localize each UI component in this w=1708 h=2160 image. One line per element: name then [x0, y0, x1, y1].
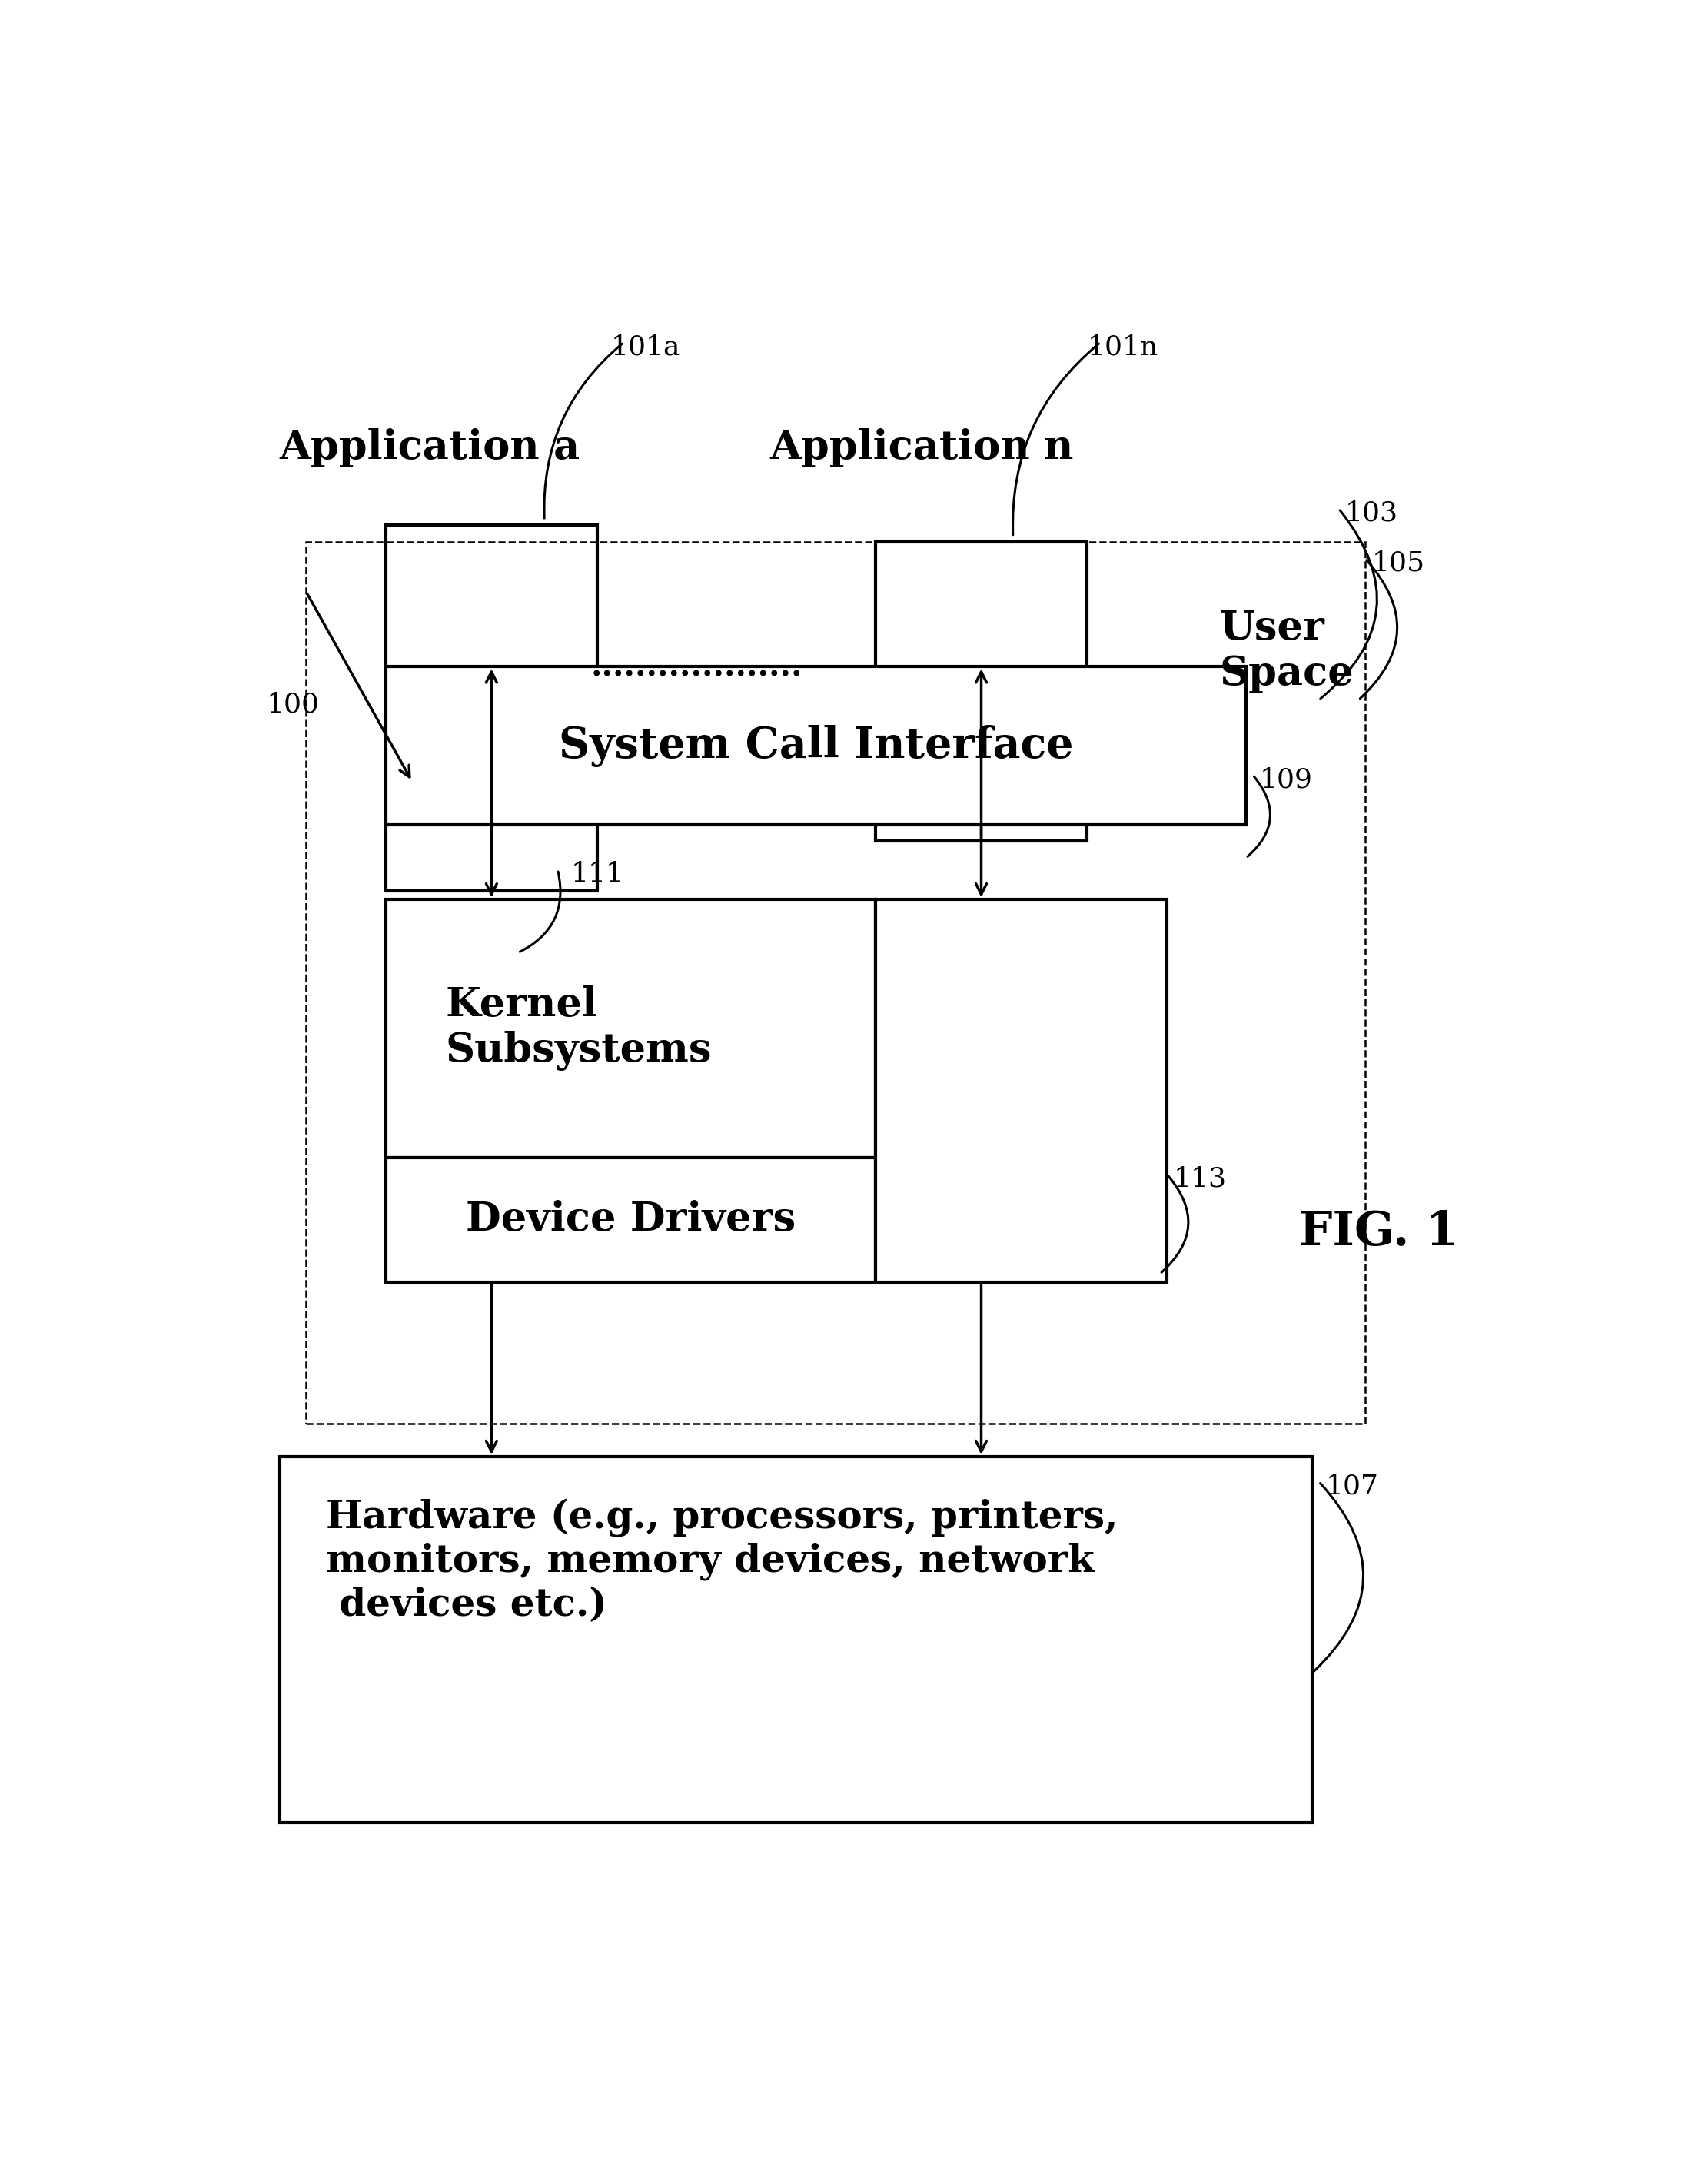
- Bar: [280, 1456, 1312, 1823]
- Bar: [386, 1158, 876, 1283]
- Text: 101n: 101n: [1088, 335, 1158, 361]
- Text: User
Space: User Space: [1220, 609, 1354, 693]
- Bar: [386, 667, 1247, 825]
- Bar: [306, 542, 1365, 1423]
- Text: Application n: Application n: [769, 428, 1073, 467]
- Text: Device Drivers: Device Drivers: [466, 1201, 796, 1240]
- Text: Application a: Application a: [280, 428, 581, 467]
- Text: 105: 105: [1372, 551, 1424, 577]
- Text: FIG. 1: FIG. 1: [1298, 1210, 1459, 1255]
- Text: ...................: ...................: [591, 650, 803, 683]
- Text: Kernel
Subsystems: Kernel Subsystems: [446, 985, 712, 1071]
- Text: 109: 109: [1259, 767, 1312, 793]
- Text: 100: 100: [266, 691, 319, 717]
- Bar: [386, 525, 598, 892]
- Text: 107: 107: [1325, 1473, 1378, 1499]
- Bar: [876, 899, 1167, 1283]
- Text: Hardware (e.g., processors, printers,
monitors, memory devices, network
 devices: Hardware (e.g., processors, printers, mo…: [326, 1499, 1119, 1624]
- Text: 101a: 101a: [611, 335, 680, 361]
- Bar: [386, 899, 876, 1158]
- Bar: [876, 542, 1088, 840]
- Text: System Call Interface: System Call Interface: [559, 724, 1073, 767]
- Text: 103: 103: [1346, 501, 1399, 527]
- Text: 113: 113: [1173, 1166, 1226, 1192]
- Text: 111: 111: [570, 862, 623, 888]
